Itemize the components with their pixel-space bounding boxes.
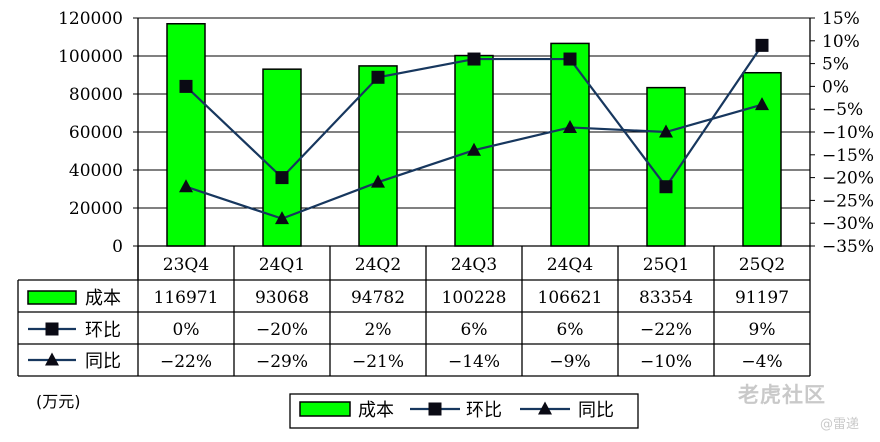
left-axis-tick-label: 120000 — [58, 9, 123, 29]
table-value: 91197 — [735, 288, 789, 308]
x-axis-tick-label: 24Q4 — [547, 255, 593, 275]
line-marker-triangle — [659, 124, 673, 138]
table-value: 2% — [365, 320, 392, 340]
left-axis-tick-label: 60000 — [69, 123, 123, 143]
line-marker-square — [467, 52, 481, 66]
right-axis-tick-label: 5% — [822, 55, 849, 75]
legend-key-bar — [299, 401, 351, 417]
right-axis-tick-label: 10% — [822, 32, 860, 52]
bar — [358, 65, 398, 247]
table-value: 93068 — [255, 288, 309, 308]
x-axis-tick-label: 24Q3 — [451, 255, 497, 275]
legend-label: 成本 — [358, 400, 394, 421]
table-value: 100228 — [442, 288, 507, 308]
line-marker-square — [659, 180, 673, 194]
right-axis-tick-label: −20% — [822, 169, 874, 189]
bar — [166, 23, 206, 247]
x-axis-tick-label: 25Q1 — [643, 255, 689, 275]
table-value: 6% — [557, 320, 584, 340]
right-axis-tick-label: −10% — [822, 123, 874, 143]
right-axis-tick-label: −35% — [822, 237, 874, 257]
right-axis-tick-label: 15% — [822, 9, 860, 29]
table-value: 83354 — [639, 288, 693, 308]
right-axis-tick-label: −25% — [822, 191, 874, 211]
legend-label: 环比 — [466, 400, 502, 421]
watermark-text: 老虎社区 — [738, 383, 826, 407]
unit-label: (万元) — [36, 392, 81, 411]
line-marker-triangle — [179, 179, 193, 193]
right-axis-tick-label: 0% — [822, 77, 849, 97]
right-axis-tick-label: −15% — [822, 146, 874, 166]
x-axis-tick-label: 23Q4 — [163, 255, 209, 275]
table-value: 0% — [173, 320, 200, 340]
table-value: −10% — [640, 352, 692, 372]
x-axis-tick-label: 25Q2 — [739, 255, 785, 275]
line-marker-square — [563, 52, 577, 66]
right-axis-tick-label: −30% — [822, 214, 874, 234]
legend-key-triangle — [538, 401, 552, 415]
line-marker-triangle — [755, 97, 769, 111]
line-marker-square — [179, 79, 193, 93]
legend-key-square — [45, 322, 59, 336]
table-value: −4% — [741, 352, 782, 372]
line-marker-triangle — [563, 119, 577, 133]
legend-key-square — [428, 402, 442, 416]
line-marker-triangle — [467, 142, 481, 156]
legend-key-triangle — [45, 352, 59, 366]
table-value: 6% — [461, 320, 488, 340]
table-value: −9% — [549, 352, 590, 372]
left-axis-tick-label: 40000 — [69, 161, 123, 181]
left-axis-tick-label: 20000 — [69, 199, 123, 219]
line-marker-square — [371, 70, 385, 84]
legend-label: 同比 — [578, 400, 614, 421]
x-axis-tick-label: 24Q1 — [259, 255, 305, 275]
table-value: 9% — [749, 320, 776, 340]
table-value: −22% — [160, 352, 212, 372]
table-value: 94782 — [351, 288, 405, 308]
right-axis-tick-label: −5% — [822, 100, 863, 120]
left-axis-tick-label: 100000 — [58, 47, 123, 67]
table-value: −21% — [352, 352, 404, 372]
table-value: 106621 — [538, 288, 603, 308]
legend-key-bar — [27, 290, 77, 305]
x-axis-tick-label: 24Q2 — [355, 255, 401, 275]
table-value: 116971 — [154, 288, 219, 308]
table-value: −22% — [640, 320, 692, 340]
left-axis-tick-label: 80000 — [69, 85, 123, 105]
table-value: −14% — [448, 352, 500, 372]
watermark-sub: @雷递 — [820, 417, 860, 432]
legend-label: 同比 — [85, 351, 121, 372]
legend-label: 环比 — [85, 320, 121, 341]
line-marker-square — [755, 38, 769, 52]
bar — [550, 42, 590, 247]
table-value: −29% — [256, 352, 308, 372]
legend-label: 成本 — [85, 288, 121, 309]
left-axis-tick-label: 0 — [112, 237, 123, 257]
line-marker-triangle — [371, 174, 385, 188]
line-marker-triangle — [275, 211, 289, 225]
watermark: 老虎社区 @雷递 — [738, 379, 859, 432]
table-value: −20% — [256, 320, 308, 340]
line-marker-square — [275, 171, 289, 185]
